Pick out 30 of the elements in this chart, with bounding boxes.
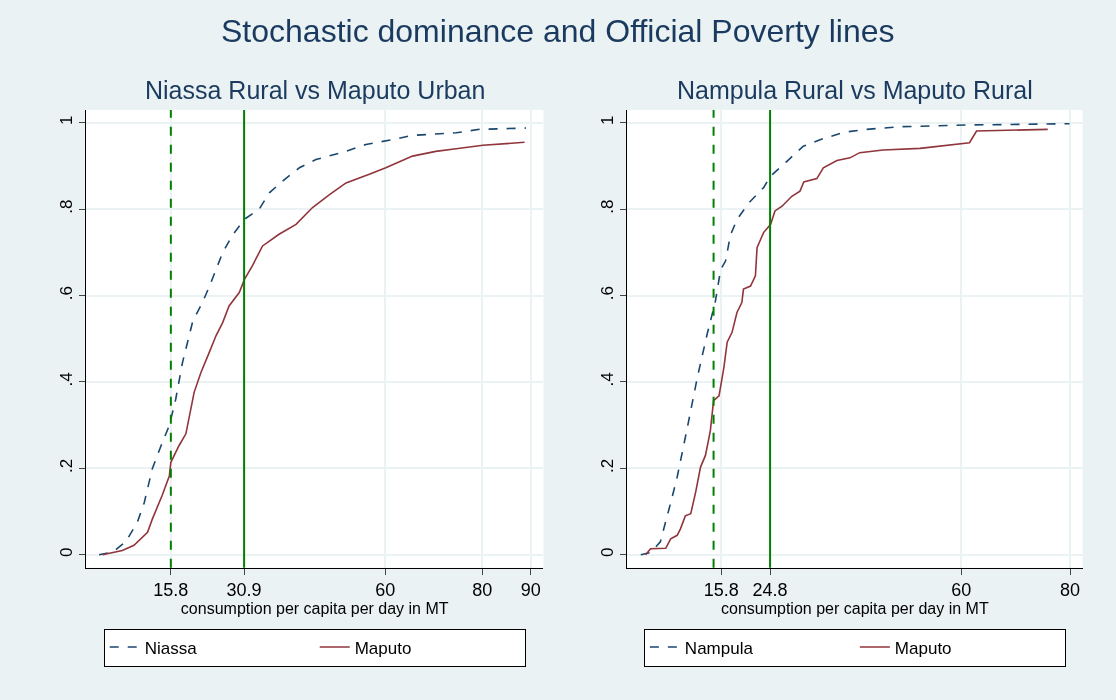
y-tick-label: 1 <box>598 115 618 126</box>
y-tick-label: .2 <box>598 458 618 473</box>
y-tick-label: .2 <box>57 458 77 473</box>
x-tick-label: 80 <box>1060 580 1081 601</box>
y-tick-label: 1 <box>57 115 77 126</box>
legend-label: Maputo <box>354 638 412 658</box>
x-tick-label: 80 <box>472 580 493 601</box>
x-tick-label: 24.8 <box>752 580 788 601</box>
chart-title: Niassa Rural vs Maputo Urban <box>145 76 486 104</box>
y-tick-label: .4 <box>57 372 77 387</box>
y-tick-label: .4 <box>598 372 618 387</box>
legend-label: Nampula <box>684 638 754 658</box>
legend-label: Maputo <box>894 638 952 658</box>
x-tick-label: 60 <box>951 580 972 601</box>
x-tick-label: 60 <box>375 580 396 601</box>
y-tick-label: 0 <box>57 547 77 557</box>
y-tick-label: .6 <box>57 285 77 301</box>
chart-title: Nampula Rural vs Maputo Rural <box>677 76 1033 104</box>
x-tick-label: 30.9 <box>226 580 262 601</box>
text: Stochastic dominance and Official Poverty lines <box>221 13 895 49</box>
legend-label: Niassa <box>144 638 198 658</box>
x-tick-label: 15.8 <box>703 580 739 601</box>
x-tick-label: 90 <box>520 580 541 601</box>
x-axis-title: consumption per capita per day in MT <box>180 600 449 618</box>
x-axis-title: consumption per capita per day in MT <box>721 600 989 618</box>
y-tick-label: 0 <box>598 547 618 557</box>
y-tick-label: .8 <box>57 199 77 214</box>
x-tick-label: 15.8 <box>153 580 189 601</box>
y-tick-label: .6 <box>598 285 618 301</box>
y-tick-label: .8 <box>598 199 618 214</box>
